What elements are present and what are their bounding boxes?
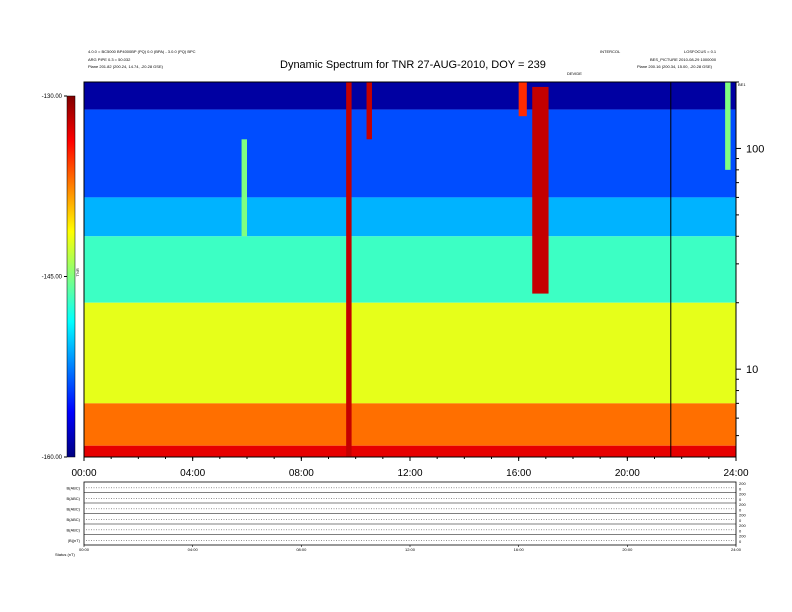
- bottom-panel-row-label: B(ABC): [66, 496, 80, 501]
- spectrum-band-0: [84, 82, 736, 110]
- bottom-panel-right-label: 0: [739, 497, 742, 502]
- burst-2: [532, 86, 549, 294]
- spectrum-band-3: [84, 236, 736, 303]
- bottom-x-tick-label: 08:00: [296, 547, 307, 552]
- header-left-line1: 4.0.0 = BC5000 BP4000BP (PQ) 0.0 (BPA) -…: [88, 49, 196, 54]
- x-tick-label: 24:00: [723, 468, 748, 479]
- y-tick-label: 100: [746, 143, 764, 155]
- bottom-panel-right-label: 0: [739, 539, 742, 544]
- header-right-line4: Plane 200.16 (200.34, 15.00, -20.28 GSE): [637, 64, 712, 69]
- bottom-x-tick-label: 24:00: [731, 547, 742, 552]
- burst-5: [725, 82, 731, 170]
- spectrum-band-6: [84, 445, 736, 457]
- spectrum-band-4: [84, 302, 736, 404]
- header-left-line3: Plane 201.82 (200.24, 14.74, -20.28 GSE): [88, 64, 163, 69]
- x-tick-label: 12:00: [397, 468, 422, 479]
- colorbar-label: TNR: [75, 268, 80, 276]
- colorbar-tick-label: -130.00: [42, 94, 63, 100]
- burst-0: [346, 82, 352, 457]
- bottom-x-tick-label: 04:00: [188, 547, 199, 552]
- bottom-x-tick-label: 20:00: [622, 547, 633, 552]
- x-tick-label: 00:00: [71, 468, 96, 479]
- bottom-x-tick-label: 00:00: [79, 547, 90, 552]
- spectrum-band-1: [84, 109, 736, 198]
- bottom-panel-row-label: |B|(nT): [68, 538, 81, 543]
- header-mid-small: DEVIDE: [567, 71, 582, 76]
- bottom-panel-row-label: B(ABC): [66, 517, 80, 522]
- colorbar: [66, 95, 76, 458]
- bottom-panel-right-label: 0: [739, 507, 742, 512]
- header-left-line2: ARG PIPE 0.3 = 50.032: [88, 57, 131, 62]
- bottom-panel-right-label: 200: [739, 502, 746, 507]
- y-tick-label: 10: [746, 364, 758, 376]
- bottom-panel-row-label: B(ABC): [66, 527, 80, 532]
- chart-title: Dynamic Spectrum for TNR 27-AUG-2010, DO…: [280, 59, 546, 71]
- header-right-line3: BES_PICTURE 2010-08-29 1000000: [650, 57, 717, 62]
- bottom-panel-right-label: 200: [739, 492, 746, 497]
- spectrum-band-2: [84, 197, 736, 237]
- header-right-line2: LOSFOCUS = 0.1: [684, 49, 717, 54]
- colorbar-tick-label: -145.00: [42, 275, 63, 281]
- bottom-panel-right-label: 200: [739, 513, 746, 518]
- bottom-panel-row-label: B(ABC): [66, 485, 80, 490]
- bottom-panel-right-label: 0: [739, 528, 742, 533]
- bottom-x-tick-label: 16:00: [514, 547, 525, 552]
- bottom-panel-right-label: 200: [739, 523, 746, 528]
- spectrum-band-5: [84, 403, 736, 446]
- bottom-x-tick-label: 12:00: [405, 547, 416, 552]
- header-corner-small: BE1: [738, 82, 746, 87]
- x-tick-label: 20:00: [615, 468, 640, 479]
- bottom-panel-right-label: 0: [739, 518, 742, 523]
- bottom-panel-footer: Status (nT): [55, 552, 75, 557]
- x-tick-label: 08:00: [289, 468, 314, 479]
- bottom-panel-right-label: 200: [739, 481, 746, 486]
- burst-3: [518, 82, 527, 117]
- header-right-line1: INTERCOL: [600, 49, 621, 54]
- bottom-panel-right-label: 0: [739, 486, 742, 491]
- x-tick-label: 04:00: [180, 468, 205, 479]
- colorbar-tick-label: -160.00: [42, 455, 63, 461]
- bottom-panel-right-label: 200: [739, 534, 746, 539]
- burst-1: [366, 82, 372, 140]
- burst-4: [241, 139, 247, 237]
- bottom-panel-row-label: B(ABC): [66, 506, 80, 511]
- x-tick-label: 16:00: [506, 468, 531, 479]
